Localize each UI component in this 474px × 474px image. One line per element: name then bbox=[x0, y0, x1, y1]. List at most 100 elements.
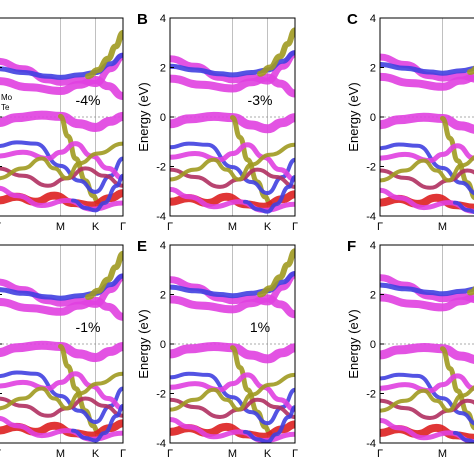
band-3 bbox=[0, 75, 123, 100]
y-tick-label: -2 bbox=[156, 162, 166, 174]
strain-label: 1% bbox=[250, 319, 270, 335]
x-tick-label: Γ bbox=[167, 448, 173, 460]
x-tick-label: Γ bbox=[292, 221, 298, 233]
band-8 bbox=[380, 143, 474, 164]
band-4 bbox=[257, 248, 295, 298]
x-tick-label: Γ bbox=[167, 221, 173, 233]
legend-entry: Te bbox=[1, 103, 10, 112]
band-12 bbox=[380, 418, 474, 443]
x-tick-label: Γ bbox=[0, 448, 1, 460]
x-tick-label: M bbox=[438, 448, 447, 460]
x-tick-label: K bbox=[92, 221, 100, 233]
y-tick-label: -2 bbox=[366, 389, 376, 401]
band-13 bbox=[243, 405, 295, 443]
panel-letter: C bbox=[347, 11, 358, 28]
x-tick-label: K bbox=[264, 221, 272, 233]
y-tick-label: 4 bbox=[370, 240, 376, 252]
y-tick-label: 4 bbox=[370, 13, 376, 25]
panel-5: -4 -2 0 2 4 Γ M K Γ Energy (eV) E 1% bbox=[136, 238, 298, 460]
band-2 bbox=[0, 273, 123, 301]
y-tick-label: -4 bbox=[366, 438, 376, 450]
y-tick-label: -4 bbox=[156, 438, 166, 450]
band-1 bbox=[0, 52, 123, 88]
band-4 bbox=[257, 27, 295, 77]
band-13 bbox=[71, 173, 123, 213]
band-10 bbox=[380, 155, 474, 183]
band-3 bbox=[380, 72, 474, 91]
bands bbox=[380, 53, 474, 215]
y-tick-label: 4 bbox=[160, 13, 166, 25]
band-8 bbox=[0, 371, 123, 411]
panel-2: -4 -2 0 2 4 Γ M K Γ Energy (eV) B -3% bbox=[136, 11, 298, 233]
y-tick-label: 4 bbox=[160, 240, 166, 252]
band-5 bbox=[0, 340, 123, 363]
band-1 bbox=[0, 273, 123, 308]
y-tick-label: -2 bbox=[366, 162, 376, 174]
band-4 bbox=[467, 65, 474, 75]
panel-letter: B bbox=[137, 11, 148, 28]
band-4 bbox=[85, 29, 123, 80]
panel-letter: E bbox=[137, 238, 147, 255]
y-tick-label: 0 bbox=[160, 112, 166, 124]
band-1 bbox=[170, 50, 295, 85]
band-8 bbox=[170, 372, 295, 413]
x-tick-label: Γ bbox=[377, 221, 383, 233]
legend-entry: Mo bbox=[1, 93, 13, 102]
band-2 bbox=[170, 271, 295, 299]
band-12 bbox=[380, 187, 474, 214]
band-4 bbox=[85, 250, 123, 300]
bands bbox=[380, 274, 474, 443]
y-tick-label: 2 bbox=[370, 63, 376, 75]
band-10 bbox=[170, 372, 295, 412]
strain-label: -4% bbox=[76, 92, 101, 108]
band-3 bbox=[0, 296, 123, 321]
plot-frame bbox=[0, 17, 124, 217]
band-8 bbox=[380, 373, 474, 394]
band-10 bbox=[0, 141, 123, 181]
bands bbox=[170, 27, 295, 214]
band-8 bbox=[170, 142, 295, 182]
band-5 bbox=[170, 342, 295, 364]
band-3 bbox=[170, 294, 295, 319]
y-tick-label: -4 bbox=[156, 211, 166, 223]
x-tick-label: M bbox=[56, 448, 65, 460]
y-axis-title: Energy (eV) bbox=[346, 82, 361, 151]
y-axis-title: Energy (eV) bbox=[136, 309, 151, 378]
band-2 bbox=[0, 52, 123, 80]
panel-letter: F bbox=[347, 238, 356, 255]
x-tick-label: M bbox=[228, 448, 237, 460]
y-tick-label: -4 bbox=[366, 211, 376, 223]
band-13 bbox=[453, 430, 474, 443]
x-tick-label: Γ bbox=[120, 221, 126, 233]
y-tick-label: 0 bbox=[370, 112, 376, 124]
band-1 bbox=[380, 53, 474, 83]
band-3 bbox=[170, 73, 295, 98]
band-1 bbox=[170, 271, 295, 306]
band-13 bbox=[453, 200, 474, 215]
x-tick-label: M bbox=[228, 221, 237, 233]
x-tick-label: M bbox=[438, 221, 447, 233]
x-tick-label: K bbox=[264, 448, 272, 460]
x-tick-label: K bbox=[92, 448, 100, 460]
strain-label: -1% bbox=[76, 319, 101, 335]
band-1 bbox=[380, 274, 474, 304]
band-8 bbox=[0, 141, 123, 181]
x-tick-label: Γ bbox=[377, 448, 383, 460]
band-5 bbox=[380, 112, 474, 134]
band-10 bbox=[170, 142, 295, 182]
band-2 bbox=[380, 282, 474, 297]
y-tick-label: 2 bbox=[160, 63, 166, 75]
x-tick-label: M bbox=[56, 221, 65, 233]
band-13 bbox=[243, 175, 295, 214]
band-4 bbox=[467, 285, 474, 296]
bands bbox=[170, 248, 295, 443]
y-tick-label: 0 bbox=[370, 339, 376, 351]
x-tick-label: Γ bbox=[120, 448, 126, 460]
y-tick-label: 2 bbox=[370, 290, 376, 302]
